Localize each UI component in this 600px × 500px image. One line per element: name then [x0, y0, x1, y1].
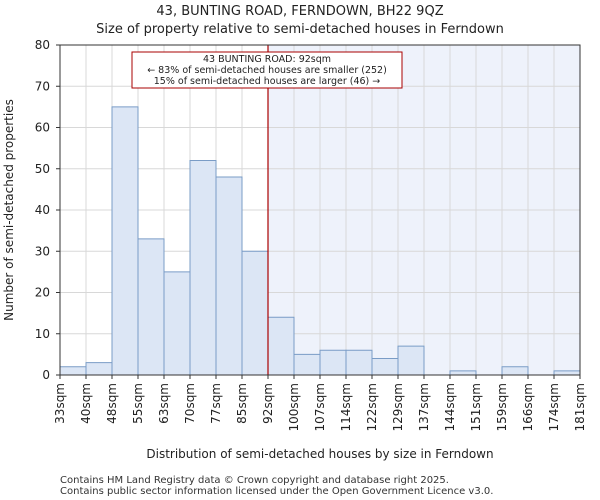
- x-tick-label: 33sqm: [53, 383, 67, 424]
- x-tick-label: 77sqm: [209, 383, 223, 424]
- annotation-line-2: ← 83% of semi-detached houses are smalle…: [147, 65, 387, 76]
- x-tick-label: 40sqm: [79, 383, 93, 424]
- annotation-line-1: 43 BUNTING ROAD: 92sqm: [203, 54, 331, 65]
- bar-122sqm: [371, 358, 399, 376]
- bar-114sqm: [345, 349, 373, 376]
- x-tick-label: 181sqm: [573, 383, 587, 431]
- annotation-line-3: 15% of semi-detached houses are larger (…: [154, 76, 381, 87]
- bar-70sqm: [189, 160, 217, 376]
- bar-144sqm: [449, 370, 477, 376]
- bar-33sqm: [59, 366, 87, 376]
- bar-40sqm: [85, 362, 113, 376]
- x-tick-label: 100sqm: [287, 383, 301, 431]
- x-tick-label: 151sqm: [469, 383, 483, 431]
- x-tick-label: 122sqm: [365, 383, 379, 431]
- bar-77sqm: [215, 176, 243, 376]
- y-tick-label: 0: [42, 368, 50, 382]
- chart-title: Size of property relative to semi-detach…: [96, 22, 504, 37]
- bar-92sqm: [267, 316, 295, 376]
- bar-129sqm: [397, 345, 425, 376]
- annotation-box: 43 BUNTING ROAD: 92sqm ← 83% of semi-det…: [131, 51, 403, 89]
- y-tick-label: 40: [35, 203, 50, 217]
- x-tick-label: 48sqm: [105, 383, 119, 424]
- x-tick-label: 70sqm: [183, 383, 197, 424]
- x-tick-label: 137sqm: [417, 383, 431, 431]
- y-tick-label: 80: [35, 38, 50, 52]
- y-axis-label: Number of semi-detached properties: [2, 99, 16, 321]
- x-tick-label: 144sqm: [443, 383, 457, 431]
- footer-copyright: Contains HM Land Registry data © Crown c…: [60, 475, 449, 486]
- bar-63sqm: [163, 271, 191, 376]
- bar-48sqm: [111, 106, 139, 376]
- bar-107sqm: [319, 349, 347, 376]
- bar-85sqm: [241, 250, 269, 376]
- x-tick-label: 166sqm: [521, 383, 535, 431]
- y-tick-label: 60: [35, 121, 50, 135]
- y-tick-label: 70: [35, 79, 50, 93]
- chart-title-address: 43, BUNTING ROAD, FERNDOWN, BH22 9QZ: [156, 4, 444, 19]
- bar-159sqm: [501, 366, 529, 376]
- y-tick-label: 10: [35, 327, 50, 341]
- footer-licence: Contains public sector information licen…: [60, 486, 494, 497]
- y-tick-label: 50: [35, 162, 50, 176]
- x-tick-label: 107sqm: [313, 383, 327, 431]
- x-tick-label: 114sqm: [339, 383, 353, 431]
- x-tick-label: 159sqm: [495, 383, 509, 431]
- x-axis-label: Distribution of semi-detached houses by …: [146, 447, 493, 461]
- bar-100sqm: [293, 353, 321, 376]
- y-tick-label: 20: [35, 286, 50, 300]
- x-tick-label: 85sqm: [235, 383, 249, 424]
- x-tick-label: 92sqm: [261, 383, 275, 424]
- bar-55sqm: [137, 238, 165, 376]
- x-tick-label: 174sqm: [547, 383, 561, 431]
- x-tick-label: 129sqm: [391, 383, 405, 431]
- x-tick-label: 63sqm: [157, 383, 171, 424]
- y-tick-label: 30: [35, 244, 50, 258]
- x-tick-label: 55sqm: [131, 383, 145, 424]
- bar-174sqm: [553, 370, 581, 376]
